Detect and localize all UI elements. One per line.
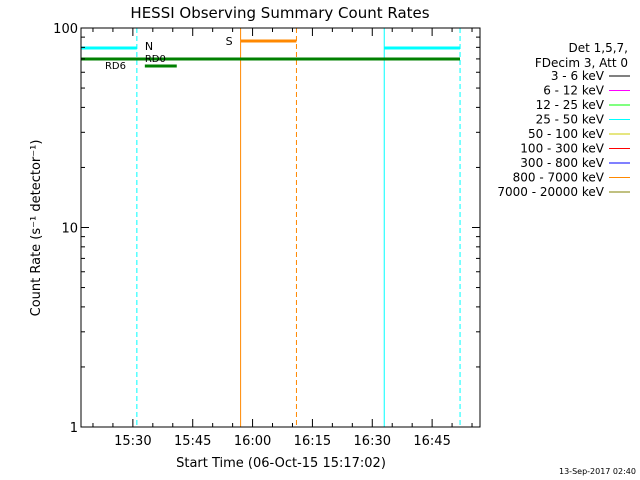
x-axis-label: Start Time (06-Oct-15 15:17:02) bbox=[176, 456, 386, 471]
x-tick-label-3: 16:15 bbox=[294, 434, 331, 449]
n-flag-label: N bbox=[145, 40, 153, 53]
legend-header-0: Det 1,5,7, bbox=[569, 41, 629, 55]
x-axis: 15:30 15:45 16:00 16:15 16:30 16:45 bbox=[92, 28, 473, 449]
flag-layer: N S RD6 RD0 bbox=[81, 28, 461, 427]
x-tick-label-0: 15:30 bbox=[114, 434, 151, 449]
rd6-flag-label: RD6 bbox=[105, 61, 126, 72]
y-axis-label: Count Rate (s⁻¹ detector⁻¹) bbox=[29, 140, 44, 317]
legend-label-1: 6 - 12 keV bbox=[543, 84, 605, 98]
legend-label-6: 300 - 800 keV bbox=[520, 156, 604, 170]
y-axis: 1 10 100 bbox=[53, 22, 480, 436]
legend-label-2: 12 - 25 keV bbox=[536, 98, 605, 112]
y-tick-label-1: 10 bbox=[61, 222, 78, 237]
y-tick-label-0: 1 bbox=[70, 421, 78, 436]
y-tick-label-2: 100 bbox=[53, 22, 78, 37]
legend-label-7: 800 - 7000 keV bbox=[513, 171, 605, 185]
rd0-flag-label: RD0 bbox=[145, 54, 166, 65]
legend-label-8: 7000 - 20000 keV bbox=[497, 185, 604, 199]
legend-header-1: FDecim 3, Att 0 bbox=[535, 56, 628, 70]
legend-label-5: 100 - 300 keV bbox=[520, 142, 604, 156]
legend-label-0: 3 - 6 keV bbox=[551, 69, 605, 83]
x-tick-label-1: 15:45 bbox=[174, 434, 211, 449]
x-tick-label-5: 16:45 bbox=[413, 434, 450, 449]
legend-label-4: 50 - 100 keV bbox=[528, 127, 605, 141]
legend-label-3: 25 - 50 keV bbox=[536, 113, 605, 127]
s-flag-label: S bbox=[226, 35, 233, 48]
footer-date: 13-Sep-2017 02:40 bbox=[559, 467, 636, 476]
x-tick-label-4: 16:30 bbox=[354, 434, 391, 449]
x-tick-label-2: 16:00 bbox=[234, 434, 271, 449]
chart-title: HESSI Observing Summary Count Rates bbox=[130, 4, 429, 22]
